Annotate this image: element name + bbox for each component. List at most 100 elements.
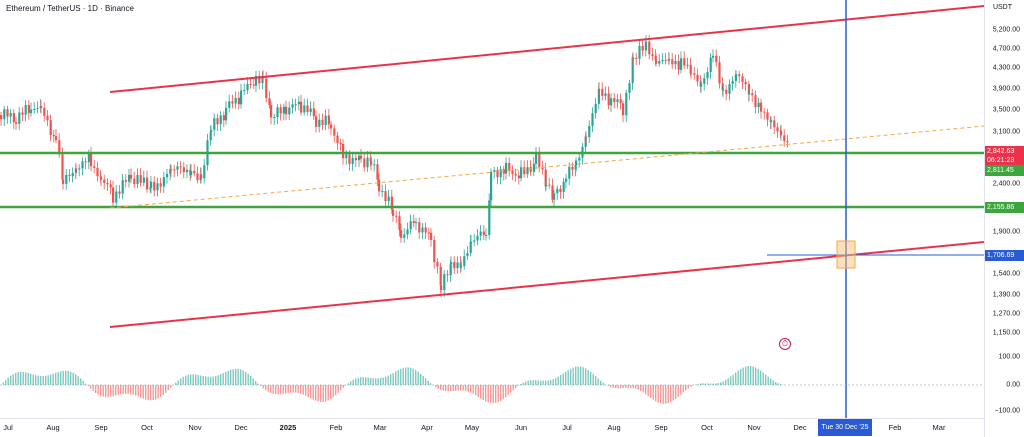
candle-body <box>578 157 581 161</box>
osc-bar <box>717 383 719 385</box>
candle-body <box>149 187 152 190</box>
osc-bar <box>197 375 199 385</box>
candle-body <box>182 167 185 173</box>
candle-body <box>370 161 373 165</box>
osc-bar <box>92 385 94 392</box>
osc-bar <box>175 382 177 385</box>
candle-body <box>412 221 415 223</box>
candle-body <box>234 97 237 104</box>
osc-bar <box>600 380 602 385</box>
candle-body <box>237 97 240 105</box>
candle-body <box>324 115 327 126</box>
candle-body <box>597 88 600 104</box>
candle-body <box>585 136 588 138</box>
candle-body <box>551 185 554 200</box>
osc-bar <box>537 380 539 385</box>
candle-body <box>243 90 246 92</box>
osc-bar <box>565 371 567 385</box>
time-tick: Mar <box>373 423 387 432</box>
candle-body <box>450 262 453 265</box>
osc-bar <box>230 369 232 385</box>
osc-bar <box>555 378 557 385</box>
osc-bar <box>222 373 224 385</box>
osc-bar <box>245 371 247 385</box>
osc-bar <box>195 374 197 385</box>
osc-bar <box>657 385 659 403</box>
osc-bar <box>357 377 359 385</box>
candle-body <box>541 167 544 170</box>
osc-bar <box>90 385 92 389</box>
time-axis[interactable]: Jul Aug Sep Oct Nov Dec 2025 Feb Mar Apr… <box>0 418 984 437</box>
candle-body <box>690 73 693 75</box>
osc-bar <box>12 374 14 385</box>
channel-upper-line[interactable] <box>109 5 985 93</box>
candle-body <box>363 158 366 168</box>
candle-body <box>482 231 485 236</box>
price-chart[interactable] <box>0 0 985 418</box>
osc-bar <box>437 385 439 389</box>
highlight-box[interactable] <box>836 240 856 269</box>
candle-body <box>456 262 459 269</box>
osc-bar <box>640 385 642 392</box>
candle-body <box>84 161 87 163</box>
osc-bar <box>605 384 607 385</box>
candle-body <box>520 167 523 179</box>
candle-body <box>58 140 61 155</box>
candle-body <box>693 73 696 75</box>
candle-body <box>607 93 610 106</box>
osc-bar <box>577 366 579 385</box>
candle-body <box>538 153 541 168</box>
candle-body <box>61 154 64 180</box>
candle-body <box>628 83 631 93</box>
candle-body <box>718 62 721 84</box>
osc-bar <box>60 371 62 385</box>
osc-bar <box>425 378 427 385</box>
candle-body <box>648 41 651 55</box>
osc-bar <box>85 383 87 385</box>
candle-body <box>176 166 179 170</box>
osc-bar <box>622 385 624 389</box>
candle-body <box>270 104 273 118</box>
osc-bar <box>737 370 739 385</box>
chart-pane[interactable]: Ethereum / TetherUS · 1D · Binance ⏱ <box>0 0 985 418</box>
candle-body <box>387 196 390 202</box>
osc-bar <box>295 385 297 393</box>
alert-clock-icon[interactable]: ⏱ <box>779 338 791 350</box>
candle-body <box>446 274 449 276</box>
osc-bar <box>107 385 109 397</box>
candle-body <box>273 117 276 119</box>
osc-bar <box>677 385 679 397</box>
candle-body <box>162 177 165 187</box>
candle-body <box>514 173 517 176</box>
candle-body <box>638 45 641 59</box>
candle-body <box>228 101 231 108</box>
candle-body <box>735 74 738 76</box>
candle-body <box>460 266 463 268</box>
dashed-trend-line[interactable] <box>109 125 985 209</box>
candle-body <box>700 84 703 87</box>
osc-bar <box>100 385 102 396</box>
candle-body <box>722 89 725 91</box>
candle-body <box>200 174 203 179</box>
osc-bar <box>285 385 287 394</box>
osc-tick: −100.00 <box>994 407 1021 415</box>
candle-body <box>103 179 106 183</box>
osc-bar <box>380 378 382 385</box>
osc-bar <box>252 378 254 385</box>
osc-bar <box>482 385 484 400</box>
candle-body <box>751 93 754 96</box>
osc-bar <box>147 385 149 401</box>
candle-body <box>453 262 456 269</box>
candle-body <box>548 184 551 186</box>
osc-bar <box>185 375 187 385</box>
candle-body <box>255 75 258 86</box>
candle-body <box>166 173 169 178</box>
candle-body <box>773 120 776 128</box>
osc-bar <box>582 367 584 385</box>
osc-bar <box>232 369 234 385</box>
candle-body <box>466 253 469 257</box>
candle-body <box>517 175 520 179</box>
candle-body <box>559 188 562 192</box>
price-tick: 1,270.00 <box>992 310 1020 318</box>
price-axis[interactable]: USDT 5,200.00 4,700.00 4,300.00 3,900.00… <box>984 0 1024 437</box>
